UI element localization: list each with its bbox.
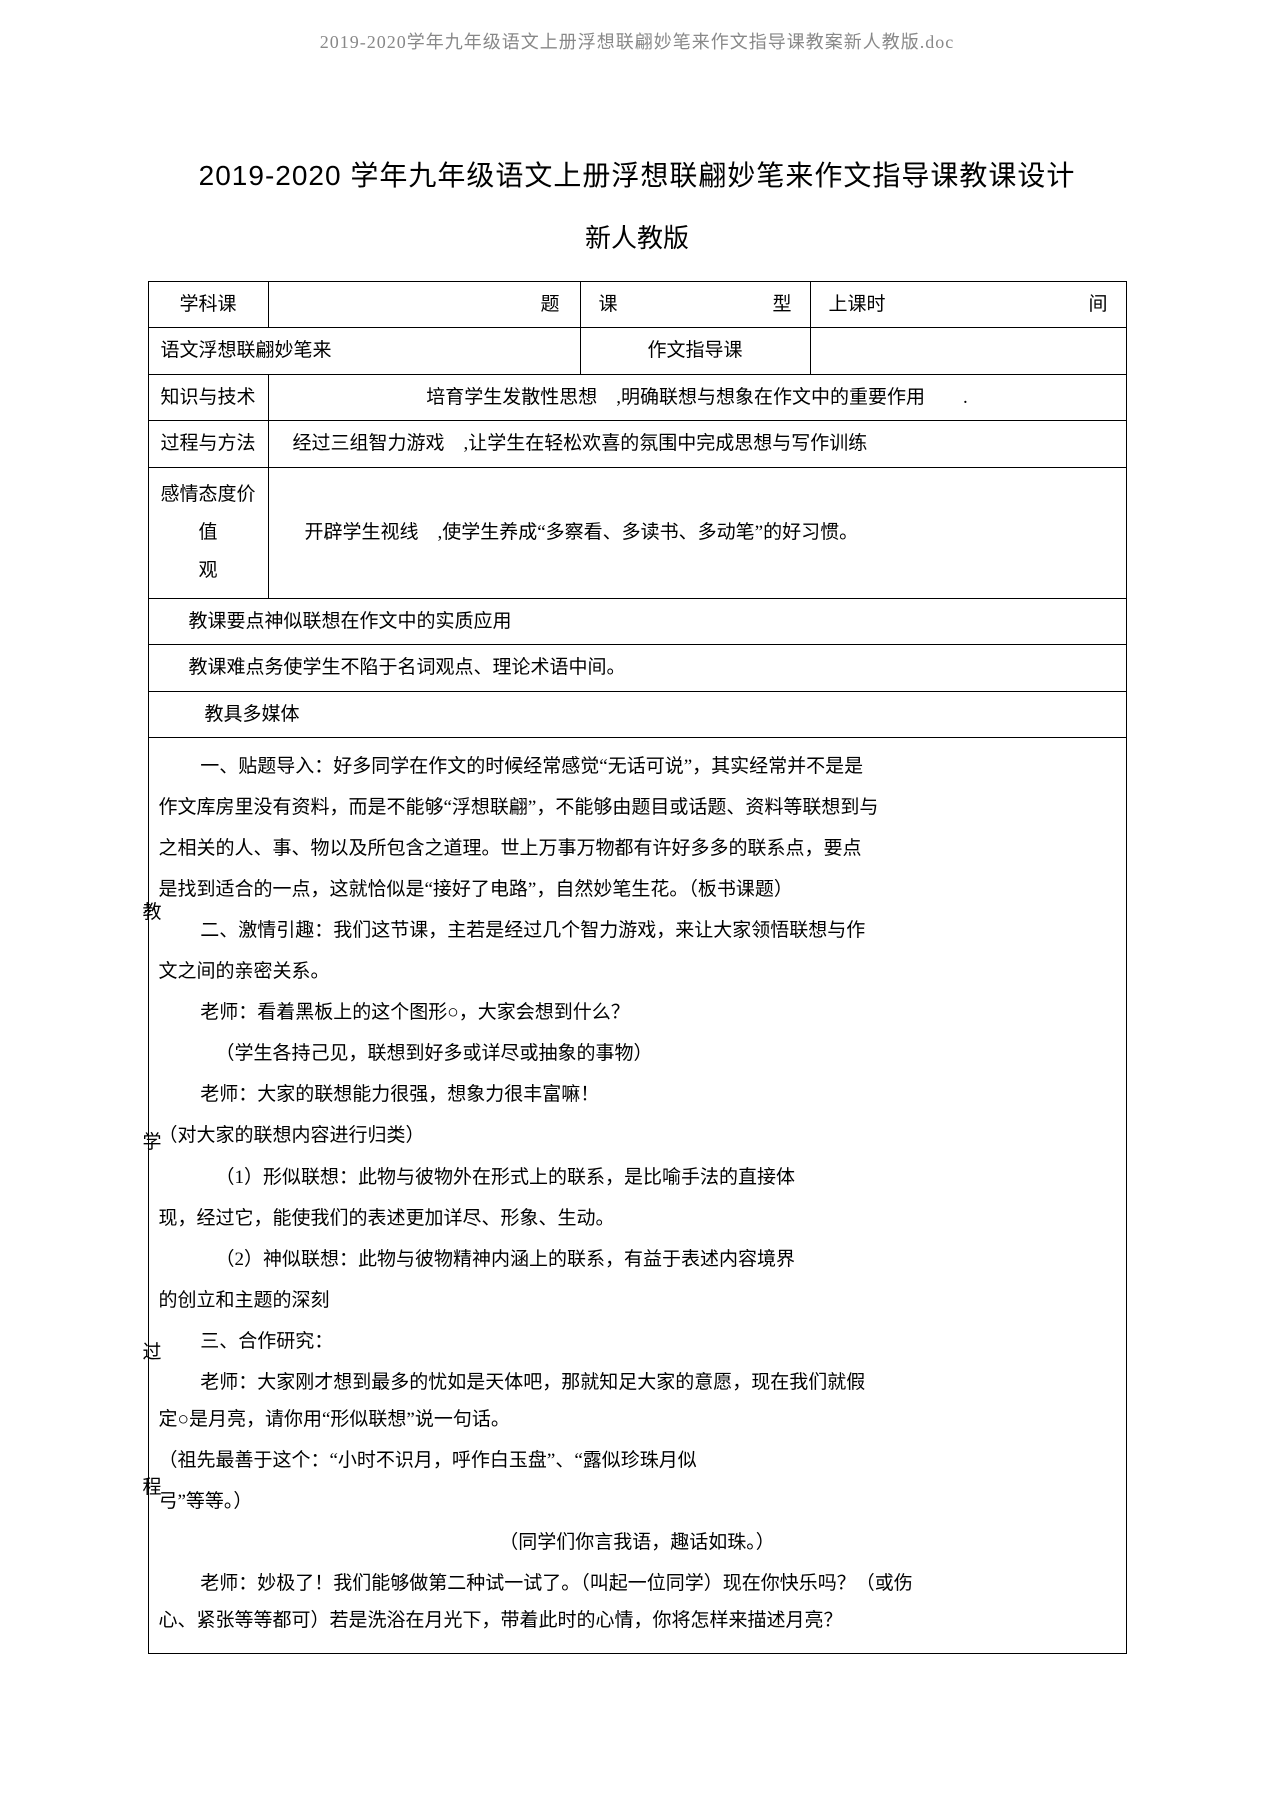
- cell-subject-value: 语文浮想联翩妙笔来: [148, 328, 580, 374]
- table-row: 感情态度价值 观 开辟学生视线 ,使学生养成“多察看、多读书、多动笔”的好习惯。: [148, 467, 1126, 598]
- table-row: 教课要点神似联想在作文中的实质应用: [148, 598, 1126, 644]
- lesson-plan-table: 学科课 题 课 型 上课时 间 语文浮想联翩妙笔来 作文指导课 知: [148, 281, 1127, 1654]
- side-char-xue: 学: [143, 1128, 162, 1157]
- cell-type-right: 型: [772, 290, 791, 319]
- content-p15: 三、合作研究：: [159, 1323, 1116, 1360]
- content-p7: 老师：看着黑板上的这个图形○，大家会想到什么？: [159, 994, 1116, 1031]
- title-sub: 新人教版: [0, 218, 1274, 255]
- table-row: 教课难点务使学生不陷于名词观点、理论术语中间。: [148, 645, 1126, 691]
- cell-type-label: 课 型: [580, 282, 810, 328]
- cell-subject-label: 学科课: [148, 282, 268, 328]
- content-p12: 现，经过它，能使我们的表述更加详尽、形象、生动。: [159, 1200, 1116, 1237]
- content-p20a: 老师：妙极了！我们能够做第二种试一试了。（叫起一位同学）现在你快乐吗？（或伤: [159, 1565, 1116, 1602]
- content-p14: 的创立和主题的深刻: [159, 1282, 1116, 1319]
- content-p11: （1）形似联想：此物与彼物外在形式上的联系，是比喻手法的直接体: [159, 1159, 1116, 1196]
- content-p17: （祖先最善于这个：“小时不识月，呼作白玉盘”、“露似珍珠月似: [159, 1442, 1116, 1479]
- table-row: 学科课 题 课 型 上课时 间: [148, 282, 1126, 328]
- cell-difficulty: 教课难点务使学生不陷于名词观点、理论术语中间。: [148, 645, 1126, 691]
- cell-keypoint: 教课要点神似联想在作文中的实质应用: [148, 598, 1126, 644]
- content-p9: 老师：大家的联想能力很强，想象力很丰富嘛！: [159, 1076, 1116, 1113]
- cell-type-value: 作文指导课: [580, 328, 810, 374]
- cell-time-right: 间: [1088, 290, 1107, 319]
- side-char-jiao: 教: [143, 898, 162, 927]
- content-p20b: 心、紧张等等都可）若是洗浴在月光下，带着此时的心情，你将怎样来描述月亮？: [159, 1602, 1116, 1639]
- cell-process-label: 过程与方法: [148, 421, 268, 467]
- document-page: 2019-2020学年九年级语文上册浮想联翩妙笔来作文指导课教案新人教版.doc…: [0, 0, 1274, 1804]
- content-p16a: 老师：大家刚才想到最多的忧如是天体吧，那就知足大家的意愿，现在我们就假: [159, 1364, 1116, 1401]
- cell-topic-label: 题: [268, 282, 580, 328]
- content-p10: （对大家的联想内容进行归类）: [159, 1117, 1116, 1154]
- cell-process-value: 经过三组智力游戏 ,让学生在轻松欢喜的氛围中完成思想与写作训练: [268, 421, 1126, 467]
- content-p19: （同学们你言我语，趣话如珠。）: [159, 1524, 1116, 1561]
- table-row: 过程与方法 经过三组智力游戏 ,让学生在轻松欢喜的氛围中完成思想与写作训练: [148, 421, 1126, 467]
- cell-teaching-content: 教 学 过 程 一、贴题导入：好多同学在作文的时候经常感觉“无话可说”，其实经常…: [148, 738, 1126, 1654]
- cell-emotion-label-2: 观: [198, 560, 217, 581]
- header-filename: 2019-2020学年九年级语文上册浮想联翩妙笔来作文指导课教案新人教版.doc: [0, 0, 1274, 54]
- content-p13: （2）神似联想：此物与彼物精神内涵上的联系，有益于表述内容境界: [159, 1241, 1116, 1278]
- table-row: 知识与技术 培育学生发散性思想 ,明确联想与想象在作文中的重要作用 .: [148, 374, 1126, 420]
- content-p4: 是找到适合的一点，这就恰似是“接好了电路”，自然妙笔生花。（板书课题）: [159, 871, 1116, 908]
- content-p18: 弓”等等。）: [159, 1483, 1116, 1520]
- side-char-cheng: 程: [143, 1473, 162, 1502]
- cell-emotion-label-1: 感情态度价值: [160, 484, 255, 543]
- cell-emotion-value: 开辟学生视线 ,使学生养成“多察看、多读书、多动笔”的好习惯。: [268, 467, 1126, 598]
- cell-type-left: 课: [599, 290, 618, 319]
- table-row: 教具多媒体: [148, 691, 1126, 737]
- content-p1: 一、贴题导入：好多同学在作文的时候经常感觉“无话可说”，其实经常并不是是: [159, 748, 1116, 785]
- cell-knowledge-label: 知识与技术: [148, 374, 268, 420]
- cell-time-left: 上课时: [829, 290, 886, 319]
- content-p2: 作文库房里没有资料，而是不能够“浮想联翩”，不能够由题目或话题、资料等联想到与: [159, 789, 1116, 826]
- side-char-guo: 过: [143, 1338, 162, 1367]
- content-p3: 之相关的人、事、物以及所包含之道理。世上万事万物都有许好多多的联系点，要点: [159, 830, 1116, 867]
- content-p16b: 定○是月亮，请你用“形似联想”说一句话。: [159, 1401, 1116, 1438]
- content-p5: 二、激情引趣：我们这节课，主若是经过几个智力游戏，来让大家领悟联想与作: [159, 912, 1116, 949]
- table-row: 语文浮想联翩妙笔来 作文指导课: [148, 328, 1126, 374]
- content-p6: 文之间的亲密关系。: [159, 953, 1116, 990]
- cell-time-label: 上课时 间: [810, 282, 1126, 328]
- cell-tools: 教具多媒体: [148, 691, 1126, 737]
- cell-emotion-label: 感情态度价值 观: [148, 467, 268, 598]
- content-p8: （学生各持己见，联想到好多或详尽或抽象的事物）: [159, 1035, 1116, 1072]
- cell-time-value: [810, 328, 1126, 374]
- table-row-content: 教 学 过 程 一、贴题导入：好多同学在作文的时候经常感觉“无话可说”，其实经常…: [148, 738, 1126, 1654]
- title-main: 2019-2020 学年九年级语文上册浮想联翩妙笔来作文指导课教课设计: [0, 154, 1274, 194]
- cell-knowledge-value: 培育学生发散性思想 ,明确联想与想象在作文中的重要作用 .: [268, 374, 1126, 420]
